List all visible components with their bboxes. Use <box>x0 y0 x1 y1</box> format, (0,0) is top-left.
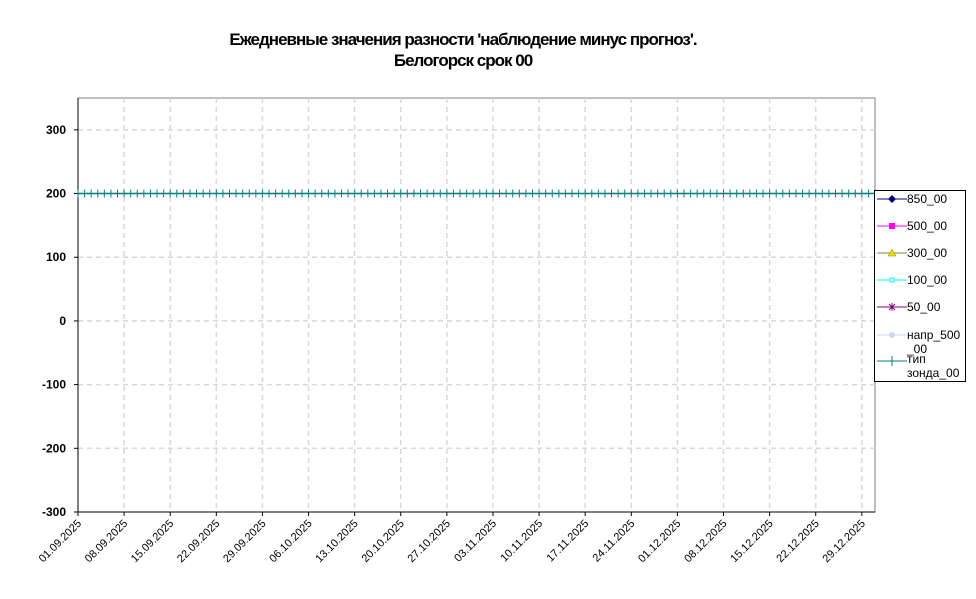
legend: 850_00 500_00 300_00 100_00 50_00 напр_500 _0… <box>874 190 966 382</box>
legend-item: напр_500 _00 <box>875 328 965 356</box>
chart-title-line2: Белогорск срок 00 <box>393 51 533 70</box>
x-tick-label: 29.12.2025 <box>821 518 868 565</box>
legend-marker-icon <box>877 223 907 229</box>
x-tick-label: 17.11.2025 <box>544 518 591 565</box>
x-tick-label: 10.11.2025 <box>498 518 545 565</box>
legend-marker-icon <box>877 277 907 283</box>
legend-label: напр_500 _00 <box>907 328 961 356</box>
y-tick-label: -300 <box>42 505 66 519</box>
plot-frame <box>77 97 876 513</box>
x-tick-label: 01.12.2025 <box>636 518 683 565</box>
legend-item: 300_00 <box>875 246 965 272</box>
x-tick-label: 27.10.2025 <box>406 518 453 565</box>
legend-item: 850_00 <box>875 192 965 218</box>
x-tick-label: 15.09.2025 <box>129 518 176 565</box>
legend-label: 300_00 <box>907 246 948 260</box>
x-tick-label: 15.12.2025 <box>728 518 775 565</box>
y-tick-label: 0 <box>59 314 66 328</box>
legend-item: 100_00 <box>875 273 965 299</box>
x-tick-label: 13.10.2025 <box>313 518 360 565</box>
x-tick-label: 01.09.2025 <box>37 518 84 565</box>
x-tick-label: 08.12.2025 <box>682 518 729 565</box>
legend-item: 50_00 <box>875 300 965 326</box>
y-tick-label: -200 <box>42 441 66 455</box>
legend-label: 850_00 <box>907 192 948 206</box>
x-tick-label: 22.09.2025 <box>175 518 222 565</box>
legend-item: 500_00 <box>875 219 965 245</box>
chart-title-line1: Ежедневные значения разности 'наблюдение… <box>229 30 697 49</box>
legend-marker-icon <box>877 195 907 203</box>
x-tick-label: 20.10.2025 <box>359 518 406 565</box>
legend-item: тип зонда_00 <box>875 352 965 380</box>
legend-marker-icon <box>877 356 907 366</box>
legend-marker-icon <box>877 303 907 311</box>
x-tick-label: 06.10.2025 <box>267 518 314 565</box>
x-tick-label: 08.09.2025 <box>83 518 130 565</box>
legend-label: 500_00 <box>907 219 948 233</box>
legend-label: 50_00 <box>907 300 941 314</box>
legend-marker-icon <box>877 332 907 338</box>
legend-marker-icon <box>877 248 907 257</box>
y-tick-label: 100 <box>46 250 66 264</box>
legend-label: 100_00 <box>907 273 948 287</box>
x-tick-label: 22.12.2025 <box>774 518 821 565</box>
x-tick-label: 29.09.2025 <box>221 518 268 565</box>
y-tick-label: 200 <box>46 187 66 201</box>
x-tick-label: 24.11.2025 <box>591 518 638 565</box>
x-tick-label: 03.11.2025 <box>452 518 499 565</box>
y-tick-label: 300 <box>46 123 66 137</box>
y-tick-label: -100 <box>42 378 66 392</box>
legend-label: тип зонда_00 <box>907 352 960 380</box>
